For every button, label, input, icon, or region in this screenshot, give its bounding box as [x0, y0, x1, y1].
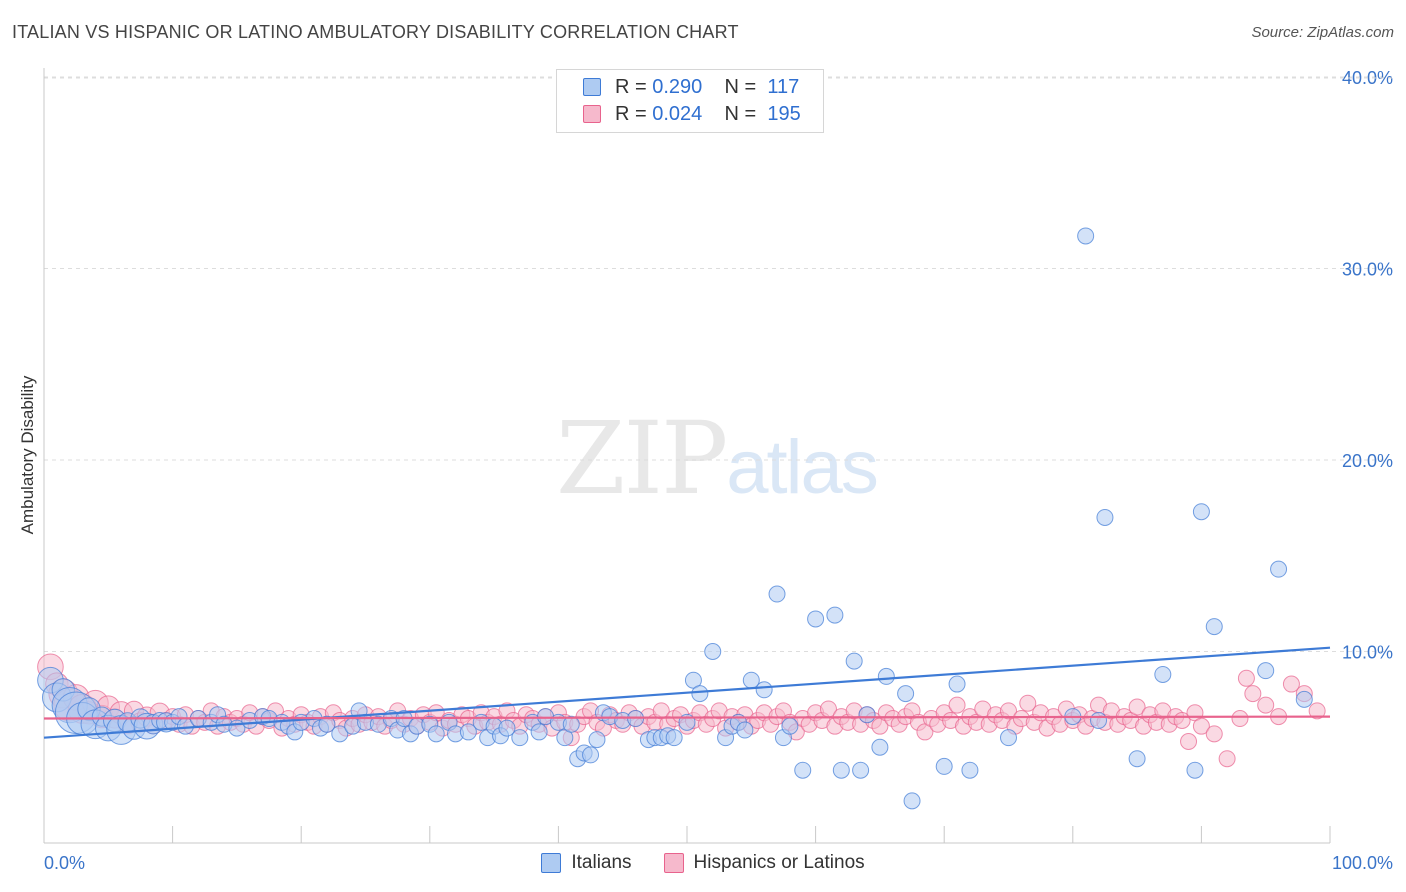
- italians-point: [1205, 618, 1223, 636]
- watermark-zip: ZIP: [556, 400, 728, 517]
- italians-point: [704, 643, 722, 660]
- italians-point: [1000, 729, 1017, 747]
- y-tick-label: 20.0%: [1342, 451, 1393, 471]
- italians-point: [665, 729, 683, 747]
- italians-point: [871, 738, 889, 756]
- legend-swatch-blue: [583, 78, 601, 96]
- legend-label-hispanics: Hispanics or Latinos: [693, 852, 865, 873]
- legend-swatch-italians: [541, 853, 562, 873]
- italians-point: [1270, 560, 1288, 578]
- italians-point: [852, 761, 870, 779]
- legend-row-hispanics: R = 0.024 N = 195: [583, 103, 801, 125]
- legend-r-label: R =: [615, 102, 647, 125]
- hispanics-point: [1205, 725, 1223, 743]
- italians-point: [935, 757, 953, 775]
- italians-point: [794, 761, 812, 779]
- hispanics-point: [1308, 702, 1326, 720]
- italians-point: [858, 706, 876, 724]
- italians-point: [807, 610, 825, 628]
- legend-n-label: N =: [724, 102, 757, 125]
- source-label: Source: ZipAtlas.com: [1251, 24, 1394, 41]
- y-tick-label: 10.0%: [1342, 643, 1393, 663]
- italians-point: [427, 725, 445, 743]
- legend-swatch-hispanics: [663, 853, 684, 873]
- chart-title: ITALIAN VS HISPANIC OR LATINO AMBULATORY…: [12, 22, 739, 42]
- legend-swatch-pink: [583, 105, 601, 123]
- italians-point: [318, 715, 336, 733]
- y-tick-label: 30.0%: [1342, 260, 1393, 280]
- hispanics-point: [1019, 694, 1037, 712]
- hispanics-point: [948, 696, 966, 714]
- hispanics-point: [1180, 733, 1198, 751]
- italians-point: [1128, 750, 1146, 768]
- correlation-legend: R = 0.290 N = 117 R = 0.024 N = 195: [556, 69, 824, 133]
- italians-point: [1257, 662, 1275, 680]
- x-tick-label: 100.0%: [1332, 853, 1393, 873]
- italians-point: [498, 719, 516, 737]
- italians-point: [530, 723, 548, 741]
- italians-point: [1186, 761, 1204, 779]
- italians-point: [832, 761, 850, 779]
- italians-point: [1295, 690, 1313, 708]
- hispanics-point: [1231, 710, 1249, 728]
- legend-r-value: 0.290: [652, 75, 703, 98]
- italians-point: [511, 729, 529, 747]
- italians-point: [897, 685, 915, 703]
- legend-row-italians: R = 0.290 N = 117: [583, 76, 799, 98]
- italians-point: [845, 652, 863, 670]
- legend-r-value: 0.024: [652, 102, 703, 125]
- italians-point: [877, 667, 895, 685]
- italians-point: [961, 761, 979, 779]
- italians-point: [768, 585, 786, 603]
- hispanics-point: [1244, 685, 1262, 703]
- italians-point: [1096, 508, 1114, 526]
- italians-point: [1154, 665, 1172, 683]
- watermark-atlas: atlas: [726, 425, 879, 510]
- legend-label-italians: Italians: [571, 852, 632, 873]
- legend-n-label: N =: [724, 75, 757, 98]
- hispanics-trendline: [43, 715, 1331, 720]
- legend-item-hispanics: Hispanics or Latinos: [663, 852, 865, 874]
- italians-point: [826, 606, 844, 624]
- italians-point: [331, 725, 349, 743]
- italians-point: [691, 685, 709, 703]
- hispanics-point: [1128, 698, 1146, 716]
- hispanics-point: [1218, 750, 1236, 768]
- italians-point: [1192, 503, 1210, 521]
- italians-point: [1077, 227, 1095, 245]
- hispanics-point: [1257, 696, 1275, 714]
- italians-point: [948, 675, 966, 693]
- italians-point: [1090, 711, 1108, 729]
- legend-n-value: 195: [767, 102, 801, 125]
- hispanics-point: [1192, 717, 1210, 735]
- hispanics-point: [1000, 702, 1017, 720]
- italians-point: [582, 746, 600, 764]
- watermark: ZIPatlas: [556, 400, 879, 517]
- italians-point: [562, 715, 580, 733]
- legend-r-label: R =: [615, 75, 647, 98]
- italians-point: [588, 731, 606, 749]
- series-legend: Italians Hispanics or Latinos: [0, 852, 1406, 874]
- hispanics-point: [1237, 669, 1255, 687]
- italians-point: [903, 792, 921, 810]
- italians-point: [736, 721, 754, 739]
- x-tick-label: 0.0%: [44, 853, 85, 873]
- italians-point: [781, 717, 799, 735]
- legend-item-italians: Italians: [541, 852, 632, 874]
- italians-point: [755, 681, 773, 699]
- legend-n-value: 117: [767, 75, 800, 98]
- italians-trendline: [43, 646, 1331, 739]
- hispanics-point: [1282, 675, 1300, 693]
- italians-point: [459, 723, 477, 741]
